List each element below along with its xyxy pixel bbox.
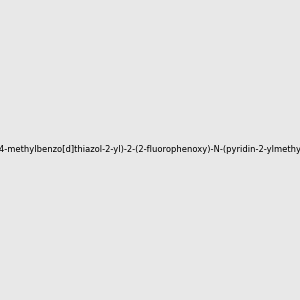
- Text: N-(5-chloro-4-methylbenzo[d]thiazol-2-yl)-2-(2-fluorophenoxy)-N-(pyridin-2-ylmet: N-(5-chloro-4-methylbenzo[d]thiazol-2-yl…: [0, 146, 300, 154]
